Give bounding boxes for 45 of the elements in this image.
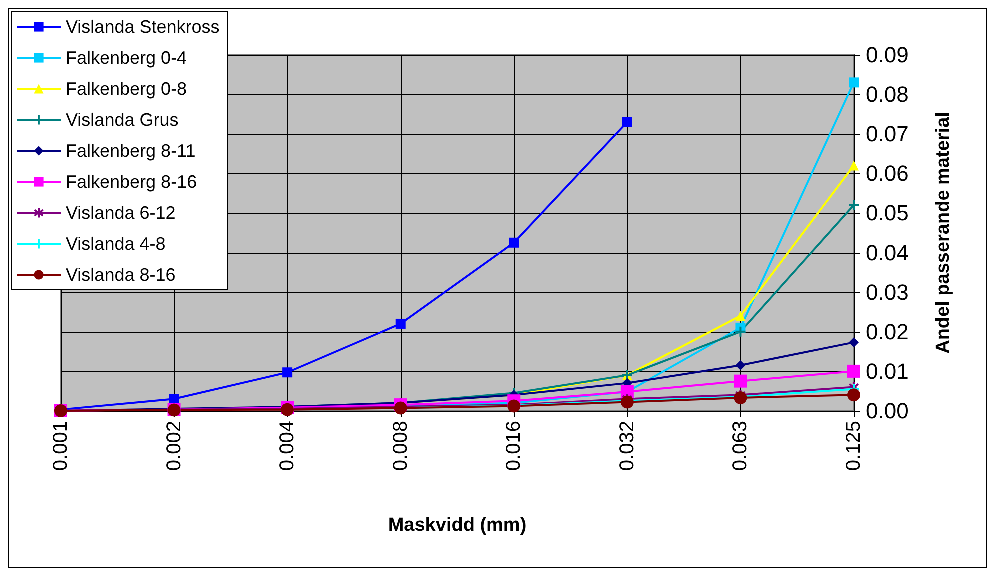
point: [848, 364, 860, 378]
legend-label: Falkenberg 8-11: [66, 141, 196, 161]
point: [734, 374, 748, 388]
y-tick-label: 0.03: [866, 280, 909, 305]
legend-label: Falkenberg 0-8: [66, 79, 188, 99]
point: [849, 78, 859, 88]
y-tick-label: 0.09: [866, 42, 909, 68]
x-tick-label: 0.001: [50, 421, 72, 472]
x-tick-label: 0.063: [730, 421, 752, 472]
y-tick-label: 0.06: [866, 161, 909, 186]
point: [622, 117, 632, 128]
x-tick-label: 0.002: [163, 421, 186, 472]
x-tick-label: 0.016: [503, 421, 526, 472]
y-tick-label: 0.01: [866, 358, 909, 384]
point: [396, 318, 406, 329]
point: [848, 388, 860, 402]
legend-label: Vislanda 4-8: [66, 234, 166, 254]
point: [849, 338, 859, 348]
point: [736, 360, 746, 371]
point: [849, 160, 859, 171]
legend-label: Vislanda 8-16: [66, 265, 176, 285]
legend-label: Vislanda 6-12: [66, 203, 176, 223]
point: [282, 368, 293, 378]
point: [620, 396, 634, 409]
point: [736, 311, 746, 322]
y-tick-label: 0.07: [866, 122, 909, 147]
legend-label: Vislanda Stenkross: [66, 17, 220, 37]
y-tick-label: 0.05: [866, 200, 909, 226]
legend-label: Vislanda Grus: [66, 110, 179, 130]
legend-label: Falkenberg 8-16: [66, 172, 198, 192]
point: [169, 394, 180, 404]
y-axis-title: Andel passerande material: [933, 112, 954, 354]
y-tick-label: 0.08: [866, 82, 909, 108]
y-tick-label: 0.02: [866, 319, 909, 344]
point: [849, 200, 859, 210]
x-axis-title: Maskvidd (mm): [388, 515, 527, 536]
point: [736, 326, 746, 337]
y-tick-label: 0.04: [866, 240, 909, 266]
x-tick-label: 0.008: [390, 421, 412, 472]
y-tick-label: 0.00: [866, 398, 909, 424]
x-tick-label: 0.032: [616, 421, 638, 472]
legend-label: Falkenberg 0-4: [66, 48, 188, 68]
x-tick-label: 0.004: [276, 421, 299, 472]
x-tick-label: 0.125: [843, 421, 865, 472]
point: [509, 238, 520, 248]
